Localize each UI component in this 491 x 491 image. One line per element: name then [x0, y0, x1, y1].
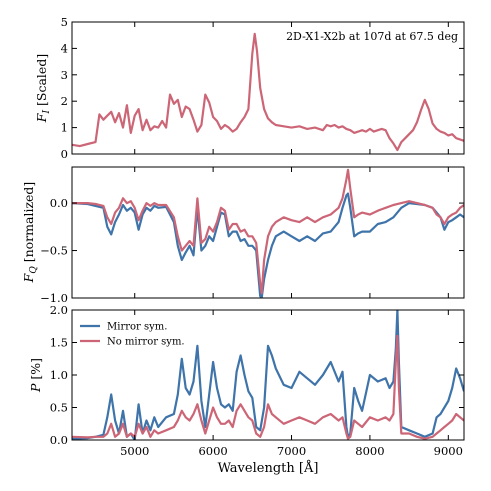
flux-line-no-mirror: [72, 32, 464, 152]
panel-flux: 0 1 2 3 4 5 2D-X1-X2b at 107d at 67.5 deg FI …: [34, 15, 465, 161]
xtick-label: 9000: [434, 444, 463, 458]
fq-ytick-label: −1.0: [40, 291, 68, 305]
p-ytick-label: 0.5: [50, 401, 68, 415]
legend-label-mirror: Mirror sym.: [107, 322, 167, 333]
flux-ytick-label: 3: [61, 68, 68, 82]
flux-ytick-label: 4: [61, 41, 68, 55]
fq-y-label-rest: [normalized]: [21, 182, 36, 267]
p-y-label-main: P: [28, 383, 43, 393]
panel-fq: −1.0 −0.5 0.0 FQ [normalized]: [21, 166, 465, 305]
fq-plot-frame: [71, 166, 465, 299]
xtick-label: 8000: [355, 444, 384, 458]
fq-y-label-sub: Q: [29, 266, 39, 274]
fq-line-no-mirror: [72, 168, 464, 295]
flux-y-label-main: F: [34, 112, 49, 123]
p-ytick-label: 1.5: [50, 336, 68, 350]
flux-plot-frame: [71, 21, 465, 155]
fq-ytick-label: −0.5: [40, 244, 68, 258]
x-axis-label: Wavelength [Å]: [218, 460, 319, 476]
p-y-axis-label: P [%]: [28, 358, 43, 393]
flux-y-axis-label: FI [Scaled]: [34, 54, 52, 123]
flux-y-label-sub: I: [42, 110, 52, 115]
p-ytick-label: 2.0: [50, 303, 68, 317]
xtick-label: 7000: [277, 444, 306, 458]
xtick-label: 6000: [198, 444, 227, 458]
x-ticks: 5000 6000 7000 8000 9000: [120, 444, 463, 458]
flux-ytick-label: 0: [61, 147, 68, 161]
fq-y-axis-label: FQ [normalized]: [21, 182, 39, 284]
p-y-ticks: 0.0 0.5 1.0 1.5 2.0: [50, 303, 464, 447]
flux-series: [72, 32, 464, 152]
xtick-label: 5000: [120, 444, 149, 458]
legend-label-no-mirror: No mirror sym.: [107, 337, 185, 348]
p-y-label-rest: [%]: [28, 358, 43, 384]
p-ytick-label: 1.0: [50, 368, 68, 382]
fq-y-label-main: F: [21, 272, 36, 283]
legend: Mirror sym. No mirror sym.: [80, 322, 185, 348]
fq-y-ticks: −1.0 −0.5 0.0: [40, 167, 464, 305]
flux-ytick-label: 1: [61, 121, 68, 135]
flux-ytick-label: 2: [61, 94, 68, 108]
flux-y-label-rest: [Scaled]: [34, 54, 49, 110]
flux-y-ticks: 0 1 2 3 4 5: [61, 15, 464, 161]
panel-polarization: 0.0 0.5 1.0 1.5 2.0 P [%] Mirror sym. No mir…: [28, 303, 465, 447]
p-ytick-label: 0.0: [50, 433, 68, 447]
fq-series: [72, 168, 464, 298]
fq-line-mirror: [72, 192, 464, 298]
flux-annotation: 2D-X1-X2b at 107d at 67.5 deg: [286, 30, 458, 43]
fq-ytick-label: 0.0: [50, 196, 68, 210]
p-series: [72, 310, 464, 440]
flux-ytick-label: 5: [61, 15, 68, 29]
p-line-no-mirror: [72, 334, 464, 440]
